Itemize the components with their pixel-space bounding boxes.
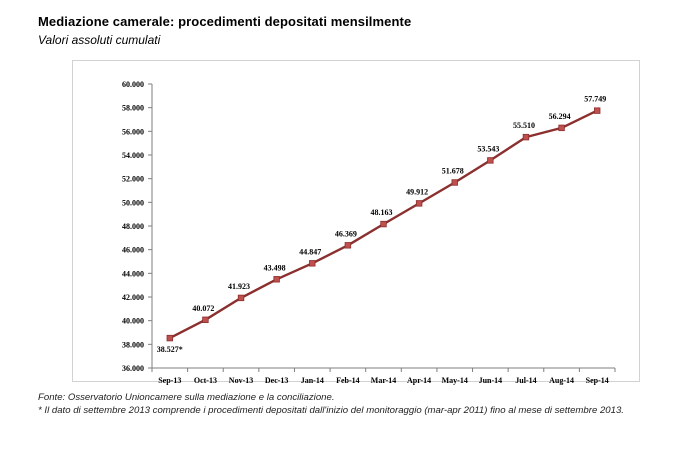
x-tick-label: Jul-14 <box>515 376 536 385</box>
y-tick-label: 44.000 <box>122 269 144 278</box>
data-point <box>202 316 209 324</box>
y-tick-label: 58.000 <box>122 104 144 113</box>
x-tick-label: Feb-14 <box>336 376 360 385</box>
data-point <box>487 157 494 164</box>
x-tick-label: Jan-14 <box>301 376 324 385</box>
data-point <box>380 220 387 228</box>
data-label: 55.510 <box>513 121 535 130</box>
data-label: 38.527* <box>157 345 183 354</box>
data-label: 40.072 <box>192 304 214 313</box>
x-tick-label: Mar-14 <box>371 376 396 385</box>
footnote: * Il dato di settembre 2013 comprende i … <box>38 405 624 416</box>
y-tick-label: 38.000 <box>122 340 144 349</box>
data-label: 56.294 <box>549 112 571 121</box>
data-label: 51.678 <box>442 166 464 175</box>
data-point <box>558 124 565 132</box>
chart-frame <box>72 60 640 382</box>
data-point <box>451 179 458 186</box>
y-tick-label: 60.000 <box>122 80 144 89</box>
x-tick-label: Oct-13 <box>194 376 217 385</box>
data-label: 48.163 <box>371 208 393 217</box>
y-tick-label: 56.000 <box>122 127 144 136</box>
data-label: 57.749 <box>584 95 606 104</box>
data-point <box>309 260 316 267</box>
x-tick-label: Sep-13 <box>158 376 181 385</box>
y-tick-label: 40.000 <box>122 317 144 326</box>
data-label: 43.498 <box>264 263 286 272</box>
y-tick-label: 46.000 <box>122 246 144 255</box>
x-tick-label: Sep-14 <box>586 376 609 385</box>
data-point <box>237 294 245 302</box>
data-point <box>415 200 423 207</box>
x-tick-label: Dec-13 <box>265 376 289 385</box>
y-tick-label: 50.000 <box>122 198 144 207</box>
x-tick-label: May-14 <box>442 376 468 385</box>
y-tick-label: 36.000 <box>122 364 144 373</box>
data-label: 49.912 <box>406 187 428 196</box>
y-tick-label: 48.000 <box>122 222 144 231</box>
data-label: 44.847 <box>299 247 321 256</box>
data-point <box>344 242 352 249</box>
chart-subtitle: Valori assoluti cumulati <box>38 33 161 47</box>
data-label: 41.923 <box>228 282 250 291</box>
y-tick-label: 54.000 <box>122 151 144 160</box>
x-tick-label: Aug-14 <box>549 376 574 385</box>
data-label: 46.369 <box>335 229 357 238</box>
data-point <box>522 133 530 141</box>
x-tick-label: Apr-14 <box>407 376 431 385</box>
y-tick-label: 42.000 <box>122 293 144 302</box>
source-note: Fonte: Osservatorio Unioncamere sulla me… <box>38 392 335 403</box>
data-point <box>273 276 280 283</box>
chart-title: Mediazione camerale: procedimenti deposi… <box>38 14 412 29</box>
data-label: 53.543 <box>477 144 499 153</box>
y-tick-label: 52.000 <box>122 175 144 184</box>
data-point <box>593 107 601 114</box>
data-point <box>166 334 174 342</box>
x-tick-label: Jun-14 <box>479 376 503 385</box>
x-tick-label: Nov-13 <box>229 376 253 385</box>
